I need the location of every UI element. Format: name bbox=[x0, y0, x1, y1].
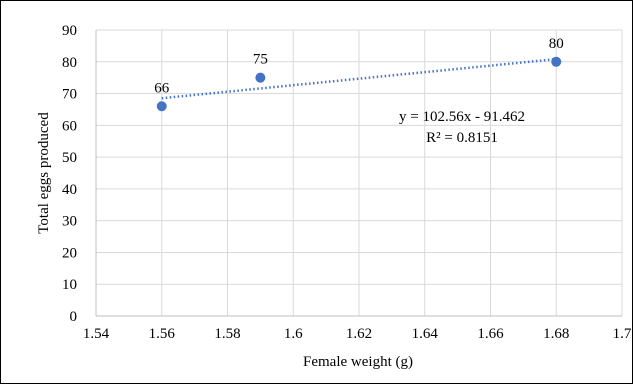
tick-labels: 1.54 1.56 1.58 1.6 1.62 1.64 1.66 1.68 1.7 0 10 20 3… bbox=[62, 23, 632, 342]
axes bbox=[95, 30, 622, 317]
x-tick-label: 1.62 bbox=[346, 326, 372, 342]
x-tick-label: 1.56 bbox=[149, 326, 176, 342]
trendline-equation: y = 102.56x - 91.462 bbox=[399, 109, 525, 125]
x-tick-label: 1.54 bbox=[83, 326, 110, 342]
y-tick-label: 10 bbox=[62, 277, 77, 293]
data-point bbox=[255, 72, 266, 83]
x-axis-title: Female weight (g) bbox=[303, 354, 413, 370]
y-tick-label: 80 bbox=[62, 55, 77, 71]
r-squared-label: R² = 0.8151 bbox=[426, 130, 498, 146]
data-labels: 66 75 80 bbox=[154, 36, 564, 96]
x-tick-label: 1.64 bbox=[412, 326, 439, 342]
data-label: 66 bbox=[154, 80, 170, 96]
x-tick-label: 1.58 bbox=[214, 326, 240, 342]
x-tick-label: 1.7 bbox=[613, 326, 632, 342]
y-axis-title: Total eggs produced bbox=[36, 112, 52, 234]
x-tick-label: 1.68 bbox=[543, 326, 569, 342]
y-tick-label: 70 bbox=[62, 87, 77, 103]
x-tick-label: 1.66 bbox=[477, 326, 504, 342]
y-tick-label: 20 bbox=[62, 245, 77, 261]
x-tick-label: 1.6 bbox=[284, 326, 303, 342]
data-point bbox=[551, 56, 562, 67]
y-tick-label: 90 bbox=[62, 23, 77, 39]
grid-lines bbox=[96, 29, 623, 316]
data-point bbox=[156, 101, 167, 112]
y-tick-label: 50 bbox=[62, 150, 77, 166]
y-tick-label: 30 bbox=[62, 214, 77, 230]
data-label: 75 bbox=[253, 52, 268, 68]
y-tick-label: 40 bbox=[62, 182, 77, 198]
data-points bbox=[156, 56, 562, 112]
data-label: 80 bbox=[549, 36, 564, 52]
y-tick-label: 60 bbox=[62, 118, 77, 134]
y-tick-label: 0 bbox=[70, 309, 78, 325]
